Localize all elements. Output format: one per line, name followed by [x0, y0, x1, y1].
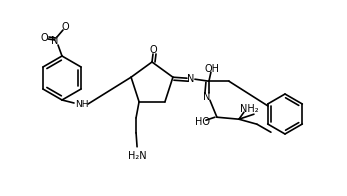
Text: O: O — [40, 33, 48, 43]
Text: HO: HO — [195, 117, 210, 127]
Text: O: O — [149, 45, 157, 55]
Text: NH₂: NH₂ — [240, 104, 258, 114]
Text: N: N — [203, 92, 211, 102]
Text: N: N — [187, 74, 195, 84]
Text: NH: NH — [75, 100, 89, 109]
Text: O: O — [61, 22, 69, 32]
Text: OH: OH — [204, 64, 219, 74]
Text: H₂N: H₂N — [128, 151, 146, 161]
Text: N: N — [51, 36, 59, 46]
